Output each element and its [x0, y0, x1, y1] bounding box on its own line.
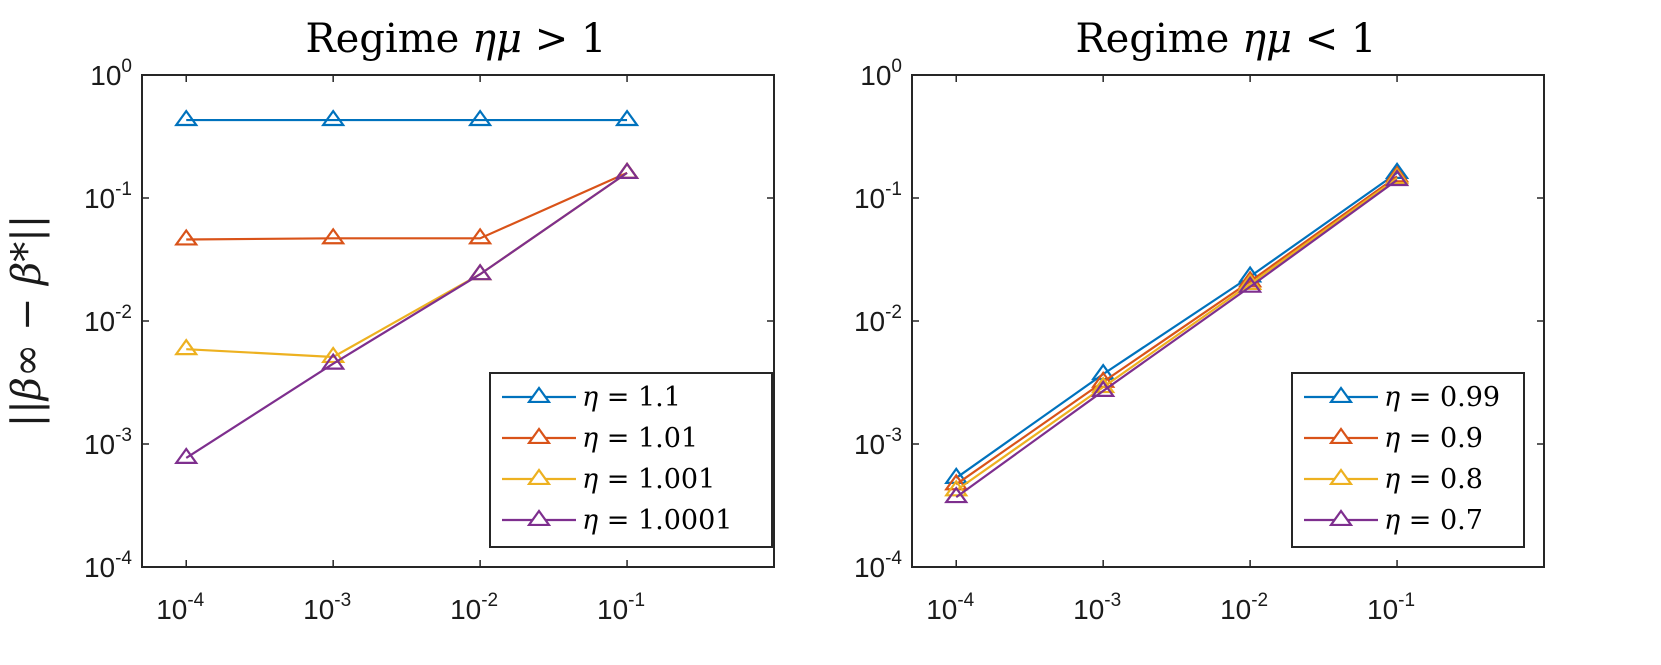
x-tick-label: 10-3	[303, 590, 351, 625]
legend-label: η = 1.1	[582, 382, 681, 413]
legend-marker	[526, 386, 552, 404]
x-tick-label: 10-2	[450, 590, 498, 625]
data-point	[321, 352, 346, 370]
legend-item: η = 1.0001	[502, 505, 732, 536]
y-tick-label: 10-3	[84, 425, 132, 460]
data-point	[1384, 162, 1410, 179]
legend-item: η = 0.99	[1304, 382, 1500, 413]
chart-title: Regime ημ > 1	[306, 16, 607, 62]
data-point	[467, 227, 493, 245]
legend-label: η = 0.7	[1384, 505, 1483, 536]
data-point	[174, 228, 199, 246]
legend-item: η = 1.01	[502, 423, 698, 454]
y-tick-label: 10-1	[84, 179, 132, 214]
series-line	[186, 171, 628, 241]
y-tick-label: 10-2	[84, 302, 132, 337]
legend-label: η = 0.9	[1384, 423, 1483, 454]
chart-title: Regime ημ < 1	[1076, 16, 1377, 62]
series-line	[955, 177, 1398, 492]
legend-item: η = 0.9	[1304, 423, 1483, 454]
series-2	[174, 162, 640, 246]
legend-label: η = 1.01	[582, 423, 698, 454]
chart-panel-1: Regime ημ > 1 100 10-1 10-2 10-3 10-4 10-4 10-3…	[4, 16, 775, 625]
y-tick-label: 10-3	[854, 425, 902, 460]
chart-panel-2: Regime ημ < 1 100 10-1 10-2 10-3 10-4 10-4 10-3…	[854, 16, 1545, 625]
series-line	[955, 171, 1398, 479]
legend-marker	[1328, 509, 1354, 527]
data-point	[174, 338, 199, 356]
x-tick-label: 10-1	[597, 590, 645, 625]
data-point	[321, 346, 346, 364]
data-point	[614, 109, 640, 127]
data-point	[1384, 169, 1410, 187]
legend-item: η = 1.1	[502, 382, 681, 413]
y-tick-label: 10-4	[84, 548, 132, 583]
legend-item: η = 0.8	[1304, 464, 1483, 495]
x-tick-label: 10-4	[156, 590, 204, 625]
series-line	[955, 179, 1398, 499]
data-point	[944, 479, 969, 497]
series-line	[186, 171, 628, 359]
y-tick-label: 10-4	[854, 548, 902, 583]
legend-label: η = 1.001	[582, 464, 715, 495]
data-point	[174, 447, 199, 465]
data-point	[944, 486, 969, 504]
legend-marker	[1328, 427, 1354, 445]
x-tick-label: 10-3	[1073, 590, 1121, 625]
y-tick-label: 10-1	[854, 179, 902, 214]
legend-marker	[526, 468, 552, 486]
data-point	[467, 263, 493, 281]
data-point	[321, 109, 346, 127]
series-line	[955, 175, 1398, 486]
x-tick-label: 10-1	[1367, 590, 1415, 625]
legend-marker	[526, 509, 552, 527]
legend-label: η = 0.99	[1384, 382, 1500, 413]
x-tick-label: 10-2	[1220, 590, 1268, 625]
data-point	[321, 227, 346, 245]
y-tick-label: 10-2	[854, 302, 902, 337]
y-axis-label: ||β∞ − β*||	[4, 215, 50, 427]
series-1	[174, 109, 640, 127]
data-point	[174, 109, 199, 127]
legend-item: η = 0.7	[1304, 505, 1483, 536]
legend-item: η = 1.001	[502, 464, 715, 495]
legend: η = 0.99 η = 0.9 η = 0.8 η = 0.7	[1291, 372, 1525, 548]
legend-marker	[1328, 468, 1354, 486]
series-4	[174, 162, 640, 465]
legend-label: η = 0.8	[1384, 464, 1483, 495]
data-point	[1091, 380, 1116, 397]
data-point	[1237, 275, 1263, 293]
data-point	[467, 109, 493, 127]
legend-marker	[1328, 386, 1354, 404]
x-tick-label: 10-4	[926, 590, 974, 625]
data-point	[614, 162, 640, 179]
series-3	[174, 162, 640, 364]
legend-marker	[526, 427, 552, 445]
y-tick-label: 100	[860, 56, 902, 91]
series-4	[944, 169, 1410, 504]
series-line	[185, 171, 628, 459]
legend-label: η = 1.0001	[582, 505, 732, 536]
legend: η = 1.1 η = 1.01 η = 1.001 η = 1.0001	[489, 372, 773, 548]
y-tick-label: 100	[90, 56, 132, 91]
